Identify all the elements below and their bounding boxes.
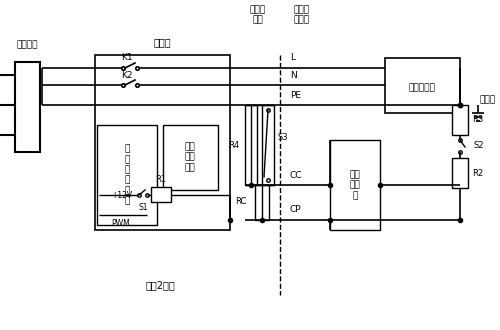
Bar (452, 158, 468, 188)
Text: +12V: +12V (111, 190, 132, 200)
Bar (452, 105, 468, 135)
Text: RC: RC (236, 197, 247, 207)
Text: 车身地: 车身地 (480, 95, 496, 105)
Text: K2: K2 (121, 71, 133, 80)
Bar (385, 58, 460, 113)
Text: K1: K1 (121, 53, 133, 62)
Text: PWM: PWM (111, 218, 130, 227)
Text: PE: PE (290, 90, 301, 100)
Text: S1: S1 (138, 203, 148, 212)
Bar (15, 62, 40, 152)
Text: N: N (290, 71, 297, 80)
Text: 车辆
控制
器: 车辆 控制 器 (350, 170, 360, 200)
Bar (163, 125, 218, 190)
Text: R4: R4 (228, 141, 239, 149)
Bar (255, 185, 269, 220)
Bar (95, 55, 230, 230)
Text: L: L (290, 53, 295, 62)
Text: 功能盒: 功能盒 (153, 37, 171, 47)
Text: 供
电
控
制
装
置: 供 电 控 制 装 置 (124, 145, 130, 206)
Bar (262, 105, 274, 185)
Text: CC: CC (290, 171, 302, 180)
Text: S2: S2 (474, 142, 484, 150)
Text: 交流充
电插座: 交流充 电插座 (294, 5, 310, 25)
Bar (151, 187, 171, 202)
Text: 漏电
流保
护器: 漏电 流保 护器 (184, 142, 196, 172)
Text: CP: CP (290, 206, 302, 214)
Text: 车载充电机: 车载充电机 (408, 83, 436, 92)
Bar (245, 105, 257, 185)
Text: R3: R3 (472, 115, 483, 124)
Text: R2: R2 (472, 169, 483, 178)
Text: 模式2线束: 模式2线束 (145, 280, 175, 290)
Text: 三脚插头: 三脚插头 (16, 41, 38, 49)
Text: S3: S3 (278, 133, 288, 142)
Text: R1: R1 (156, 175, 166, 183)
Text: 交流充
电头: 交流充 电头 (250, 5, 266, 25)
Bar (330, 140, 380, 230)
Bar (97, 125, 157, 225)
